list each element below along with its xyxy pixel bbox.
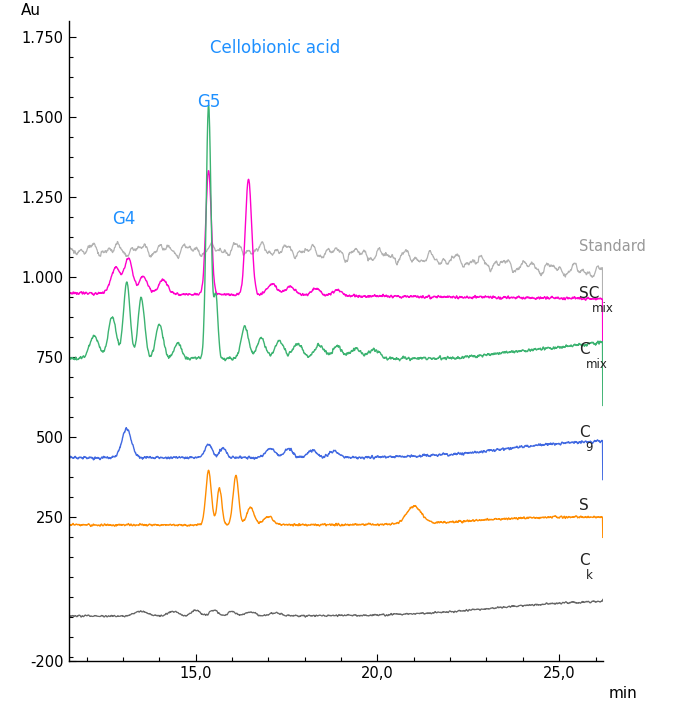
Text: C: C: [580, 553, 590, 568]
Text: Au: Au: [21, 3, 40, 18]
Text: k: k: [586, 569, 593, 582]
Text: min: min: [608, 686, 637, 702]
Text: SC: SC: [580, 286, 599, 301]
Text: C: C: [580, 425, 590, 440]
Text: mix: mix: [586, 358, 608, 370]
Text: Cellobionic acid: Cellobionic acid: [210, 39, 340, 57]
Text: G4: G4: [112, 210, 136, 228]
Text: 9: 9: [586, 441, 593, 454]
Text: G5: G5: [197, 93, 221, 112]
Text: Standard: Standard: [580, 239, 646, 254]
Text: S: S: [580, 498, 589, 513]
Text: C: C: [580, 342, 590, 356]
Text: mix: mix: [593, 302, 614, 315]
